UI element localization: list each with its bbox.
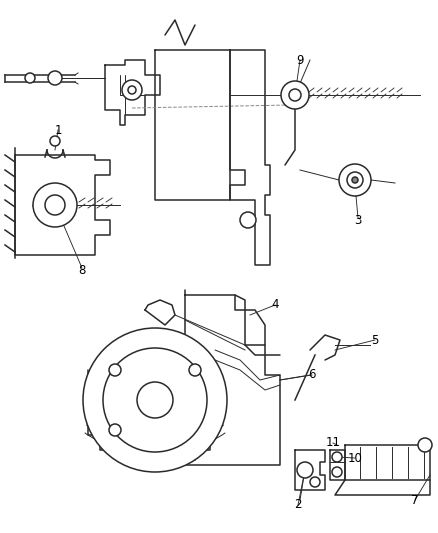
Text: 10: 10	[348, 451, 362, 464]
Circle shape	[289, 89, 301, 101]
Circle shape	[332, 452, 342, 462]
Circle shape	[281, 81, 309, 109]
Text: 6: 6	[308, 368, 316, 382]
Circle shape	[347, 172, 363, 188]
Circle shape	[48, 71, 62, 85]
Circle shape	[83, 328, 227, 472]
Circle shape	[45, 195, 65, 215]
Text: 9: 9	[296, 53, 304, 67]
Text: 1: 1	[54, 124, 62, 136]
Text: 3: 3	[354, 214, 362, 227]
Text: 2: 2	[294, 498, 302, 512]
Text: 8: 8	[78, 263, 86, 277]
Circle shape	[137, 382, 173, 418]
Circle shape	[109, 424, 121, 436]
Circle shape	[33, 183, 77, 227]
Circle shape	[50, 136, 60, 146]
Text: 5: 5	[371, 334, 379, 346]
Circle shape	[352, 177, 358, 183]
Circle shape	[240, 212, 256, 228]
Circle shape	[297, 462, 313, 478]
Circle shape	[122, 80, 142, 100]
Circle shape	[103, 348, 207, 452]
Text: 11: 11	[325, 437, 340, 449]
Text: 7: 7	[411, 494, 419, 506]
Circle shape	[339, 164, 371, 196]
Text: 4: 4	[271, 298, 279, 311]
Circle shape	[128, 86, 136, 94]
Circle shape	[310, 477, 320, 487]
Circle shape	[109, 364, 121, 376]
Circle shape	[332, 467, 342, 477]
Circle shape	[189, 364, 201, 376]
Circle shape	[418, 438, 432, 452]
Circle shape	[25, 73, 35, 83]
